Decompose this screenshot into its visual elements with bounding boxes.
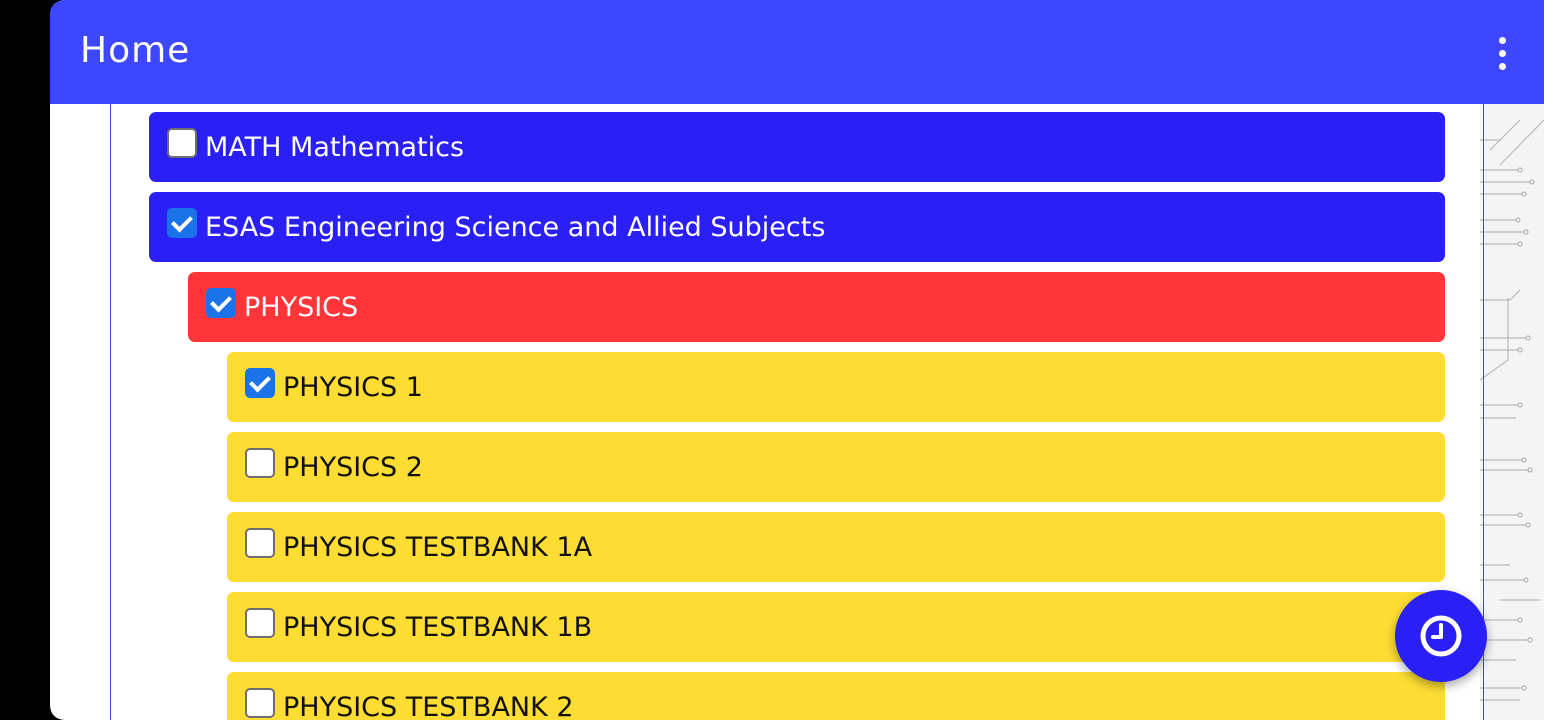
subtopic-label: PHYSICS TESTBANK 1A [283, 531, 593, 563]
checkbox[interactable] [245, 608, 275, 638]
checkbox[interactable] [245, 448, 275, 478]
topic-row-physics[interactable]: PHYSICS [188, 272, 1445, 342]
history-fab-button[interactable] [1395, 590, 1487, 682]
app-bar: Home [50, 0, 1544, 104]
topic-label: PHYSICS [244, 291, 359, 323]
subject-label: MATH Mathematics [205, 131, 465, 163]
checkbox[interactable] [245, 688, 275, 718]
subtopic-row-physics-testbank-2[interactable]: PHYSICS TESTBANK 2 [227, 672, 1445, 720]
checkbox[interactable] [245, 368, 275, 398]
subtopic-label: PHYSICS 1 [283, 371, 423, 403]
page-title: Home [80, 30, 191, 71]
subject-row-math[interactable]: MATH Mathematics [149, 112, 1445, 182]
subtopic-label: PHYSICS TESTBANK 1B [283, 611, 593, 643]
subject-label: ESAS Engineering Science and Allied Subj… [205, 211, 826, 243]
circuit-pattern [1480, 119, 1544, 701]
checkbox[interactable] [167, 128, 197, 158]
circuit-background [1480, 0, 1544, 720]
checkbox[interactable] [167, 208, 197, 238]
subject-list: MATH Mathematics ESAS Engineering Scienc… [110, 104, 1484, 720]
checkbox[interactable] [206, 288, 236, 318]
subtopic-label: PHYSICS 2 [283, 451, 423, 483]
subject-row-esas[interactable]: ESAS Engineering Science and Allied Subj… [149, 192, 1445, 262]
checkbox[interactable] [245, 528, 275, 558]
subtopic-row-physics-2[interactable]: PHYSICS 2 [227, 432, 1445, 502]
subtopic-row-physics-testbank-1b[interactable]: PHYSICS TESTBANK 1B [227, 592, 1445, 662]
more-vert-icon[interactable] [1484, 30, 1520, 76]
subtopic-row-physics-1[interactable]: PHYSICS 1 [227, 352, 1445, 422]
subtopic-row-physics-testbank-1a[interactable]: PHYSICS TESTBANK 1A [227, 512, 1445, 582]
app-window: Home MATH Mathematics ESAS Engineering S… [50, 0, 1544, 720]
subtopic-label: PHYSICS TESTBANK 2 [283, 691, 574, 720]
clock-icon [1420, 615, 1462, 657]
